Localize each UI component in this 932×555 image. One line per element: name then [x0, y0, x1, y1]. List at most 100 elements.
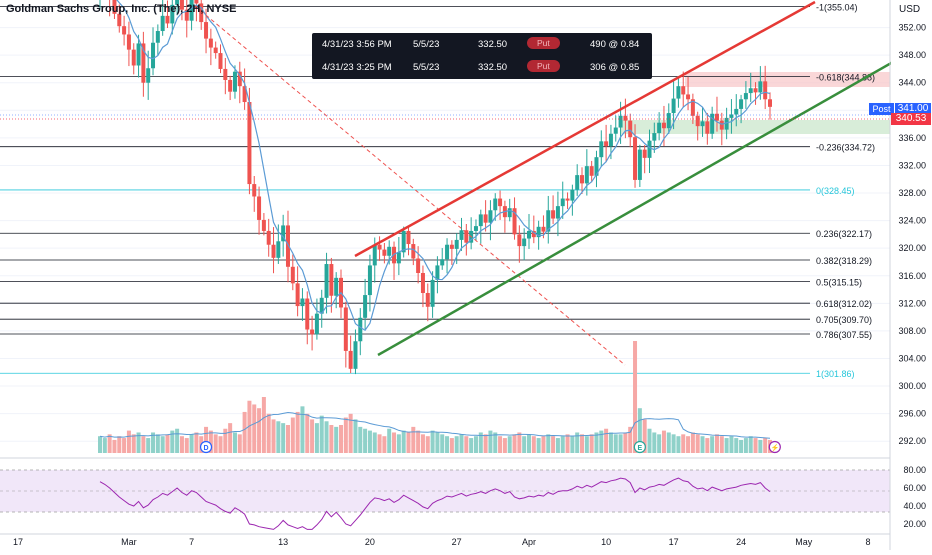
candle — [464, 223, 469, 256]
volume-bar — [763, 438, 768, 453]
candle — [522, 228, 527, 261]
time-tick: Mar — [121, 537, 137, 547]
volume-bar — [339, 425, 344, 453]
candle — [271, 227, 276, 274]
flow-size: 490 @ 0.84 — [590, 39, 640, 50]
event-markers[interactable]: D E ⚡ — [199, 440, 781, 454]
volume-bar — [628, 426, 633, 453]
rsi-tick: 60.00 — [903, 483, 926, 493]
event-marker: D — [199, 440, 213, 454]
volume-bar — [464, 436, 469, 453]
time-tick: 10 — [601, 537, 611, 547]
price-tick: 312.00 — [898, 298, 926, 308]
candle — [165, 0, 170, 29]
volume-bar — [314, 423, 319, 453]
candle — [247, 87, 252, 195]
volume-bar — [319, 415, 324, 453]
volume-bar — [633, 341, 638, 453]
volume-bar — [387, 428, 392, 453]
candle — [329, 257, 334, 313]
candle — [714, 96, 719, 132]
flow-expiry: 5/5/23 — [413, 62, 440, 73]
svg-text:D: D — [204, 445, 209, 452]
volume-bar — [184, 438, 189, 453]
downtrend-line — [194, 5, 626, 366]
flow-side-badge: Put — [527, 37, 560, 49]
volume-bar — [449, 438, 454, 453]
candle — [295, 266, 300, 317]
volume-bar — [189, 434, 194, 453]
candle — [353, 329, 358, 375]
candle — [257, 186, 262, 235]
candle — [382, 243, 387, 264]
candle — [117, 4, 122, 33]
volume-bar — [570, 436, 575, 453]
price-tick: 336.00 — [898, 133, 926, 143]
fib-label: 0.618(312.02) — [816, 299, 872, 309]
candle — [633, 124, 638, 188]
price-tick: 348.00 — [898, 50, 926, 60]
price-tick: 344.00 — [898, 78, 926, 88]
volume-bar — [671, 434, 676, 453]
candle — [637, 144, 642, 188]
chart-title: Goldman Sachs Group, Inc. (The), 2H, NYS… — [6, 3, 237, 15]
price-tick: 304.00 — [898, 353, 926, 363]
flow-row[interactable]: 4/31/23 3:56 PM 5/5/23 332.50 Put 490 @ … — [312, 33, 652, 56]
volume-bar — [551, 436, 556, 453]
time-tick: Apr — [522, 537, 536, 547]
volume-bar — [131, 434, 136, 453]
volume-bar — [218, 436, 223, 453]
volume-bar — [758, 439, 763, 453]
channel-lower-line — [377, 60, 894, 357]
candle — [208, 28, 213, 66]
volume-bar — [700, 436, 705, 453]
volume-bar — [546, 434, 551, 453]
time-tick: 27 — [452, 537, 462, 547]
volume-bar — [724, 438, 729, 453]
candle — [705, 112, 710, 145]
price-tick: 292.00 — [898, 436, 926, 446]
volume-bar — [281, 423, 286, 453]
candle — [411, 238, 416, 266]
candle — [642, 145, 647, 174]
time-axis[interactable]: 17 Mar 7 13 20 27 Apr 10 17 24 May 8 — [13, 537, 871, 547]
volume-bar — [657, 434, 662, 453]
candle — [300, 288, 305, 321]
candle — [493, 193, 498, 221]
volume-bar — [155, 434, 160, 453]
volume-bar — [445, 436, 450, 453]
candle — [416, 246, 421, 284]
volume-bar — [300, 406, 305, 453]
candle — [517, 225, 522, 263]
price-tick: 352.00 — [898, 23, 926, 33]
trendlines[interactable] — [194, 0, 894, 366]
flow-strike: 332.50 — [478, 62, 508, 73]
candle — [594, 150, 599, 188]
candle — [189, 0, 194, 31]
volume-bar — [560, 436, 565, 453]
post-market-price-tag: 341.00 — [895, 103, 931, 115]
volume-bar — [377, 434, 382, 453]
flow-row[interactable]: 4/31/23 3:25 PM 5/5/23 332.50 Put 306 @ … — [312, 56, 652, 79]
volume-bar — [748, 436, 753, 453]
price-axis[interactable]: 352.00348.00344.00340.00336.00332.00328.… — [891, 0, 932, 534]
volume-bar — [310, 419, 315, 453]
currency-label: USD — [899, 4, 921, 15]
candle — [652, 122, 657, 153]
volume-bar — [179, 436, 184, 453]
candle — [194, 0, 199, 22]
flow-size: 306 @ 0.85 — [590, 62, 640, 73]
candle — [483, 200, 488, 232]
candle — [526, 214, 531, 249]
candle — [565, 192, 570, 209]
volume-bar — [666, 432, 671, 453]
candle — [681, 71, 686, 108]
candle — [512, 197, 517, 240]
options-flow-panel[interactable]: 4/31/23 3:56 PM 5/5/23 332.50 Put 490 @ … — [312, 33, 652, 79]
volume-bar — [146, 438, 151, 453]
candle — [324, 252, 329, 314]
volume-bar — [334, 426, 339, 453]
fib-label: 1(301.86) — [816, 369, 855, 379]
candle — [184, 0, 189, 38]
